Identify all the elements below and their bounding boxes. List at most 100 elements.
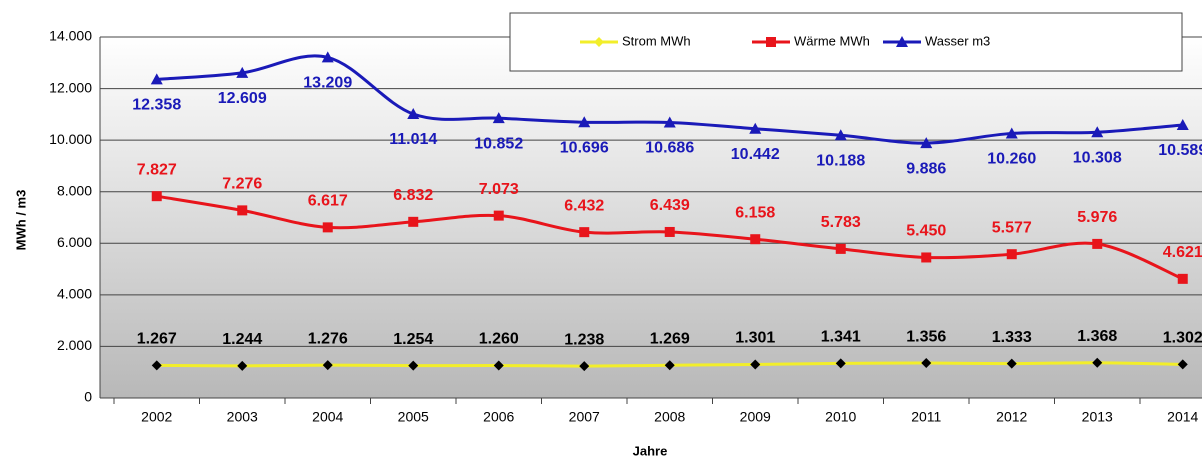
data-point <box>321 51 334 63</box>
data-label: 10.260 <box>987 151 1036 168</box>
data-point <box>578 116 591 128</box>
data-point <box>750 359 761 370</box>
data-label: 6.432 <box>564 197 604 214</box>
x-tick-label: 2002 <box>141 409 172 425</box>
data-label: 4.621 <box>1163 244 1202 261</box>
data-point <box>835 243 846 254</box>
y-tick-label: 8.000 <box>57 182 92 198</box>
data-label: 1.341 <box>821 329 861 346</box>
x-tick-label: 2004 <box>312 409 343 425</box>
data-label: 5.976 <box>1077 209 1117 226</box>
data-label: 1.269 <box>650 330 690 347</box>
legend-marker <box>594 37 604 47</box>
x-tick-label: 2003 <box>227 409 258 425</box>
data-label: 1.267 <box>137 331 177 348</box>
data-point <box>750 234 761 245</box>
data-label: 6.617 <box>308 193 348 210</box>
data-point <box>749 122 762 134</box>
legend-marker <box>896 36 908 47</box>
y-tick-label: 4.000 <box>57 286 92 302</box>
data-label: 5.577 <box>992 219 1032 236</box>
data-point <box>322 360 333 371</box>
data-label: 11.014 <box>389 131 437 148</box>
data-point <box>1005 127 1018 139</box>
data-label: 12.609 <box>218 90 267 107</box>
data-point <box>408 360 419 371</box>
data-point <box>236 66 249 78</box>
data-label: 1.276 <box>308 330 348 347</box>
data-label: 7.827 <box>137 161 177 178</box>
data-point <box>664 360 675 371</box>
data-label: 7.276 <box>222 176 262 193</box>
data-point <box>1091 126 1104 138</box>
data-point <box>151 191 162 202</box>
y-tick-label: 2.000 <box>57 337 92 353</box>
legend-label: Wasser m3 <box>925 33 990 48</box>
data-label: 1.244 <box>222 331 262 348</box>
data-label: 6.832 <box>393 187 433 204</box>
legend-label: Strom MWh <box>622 33 691 48</box>
data-point <box>1092 357 1103 368</box>
data-point <box>1177 359 1188 370</box>
y-tick-label: 10.000 <box>49 131 92 147</box>
x-tick-label: 2011 <box>911 409 941 425</box>
data-point <box>1177 273 1188 284</box>
x-tick-label: 2010 <box>825 409 856 425</box>
data-label: 6.439 <box>650 197 690 214</box>
data-point <box>921 358 932 369</box>
plot-area <box>100 37 1202 398</box>
data-point <box>150 73 163 85</box>
data-label: 1.238 <box>564 331 604 348</box>
x-tick-label: 2007 <box>569 409 600 425</box>
data-label: 1.301 <box>735 330 775 347</box>
data-label: 10.696 <box>560 139 609 156</box>
x-axis-title: Jahre <box>633 443 668 458</box>
y-axis-title: MWh / m3 <box>13 190 28 251</box>
x-tick-label: 2013 <box>1082 409 1113 425</box>
data-point <box>835 358 846 369</box>
data-point <box>493 210 504 221</box>
legend: Strom MWh Wärme MWh Wasser m3 <box>509 12 1183 72</box>
data-label: 9.886 <box>906 160 946 177</box>
data-label: 10.589 <box>1158 142 1202 159</box>
legend-marker <box>766 37 776 47</box>
data-label: 10.852 <box>474 135 523 152</box>
x-tick-label: 2008 <box>654 409 685 425</box>
data-label: 5.450 <box>906 223 946 240</box>
data-label: 5.783 <box>821 214 861 231</box>
data-label: 1.333 <box>992 329 1032 346</box>
data-point <box>1092 238 1103 249</box>
x-tick-label: 2006 <box>483 409 514 425</box>
data-label: 6.158 <box>735 204 775 221</box>
data-point <box>664 226 675 237</box>
data-point <box>322 222 333 233</box>
data-point <box>237 360 248 371</box>
data-point <box>408 216 419 227</box>
x-tick-label: 2005 <box>398 409 429 425</box>
y-tick-label: 14.000 <box>49 28 92 44</box>
data-point <box>579 361 590 372</box>
x-tick-label: 2014 <box>1167 409 1198 425</box>
data-point <box>579 227 590 238</box>
data-label: 10.188 <box>816 153 865 170</box>
data-label: 1.254 <box>393 331 433 348</box>
y-tick-label: 6.000 <box>57 234 92 250</box>
y-tick-label: 0 <box>84 389 92 405</box>
data-point <box>920 137 933 149</box>
data-point <box>834 129 847 141</box>
data-label: 1.356 <box>906 328 946 345</box>
data-label: 10.308 <box>1073 149 1122 166</box>
data-point <box>1006 249 1017 260</box>
legend-label: Wärme MWh <box>794 33 870 48</box>
data-label: 1.260 <box>479 331 519 348</box>
data-point <box>407 107 420 119</box>
data-label: 1.368 <box>1077 328 1117 345</box>
legend-box <box>509 12 1183 72</box>
x-tick-label: 2009 <box>740 409 771 425</box>
data-point <box>1006 358 1017 369</box>
data-label: 12.358 <box>132 97 181 114</box>
data-label: 10.686 <box>645 140 694 157</box>
data-point <box>237 205 248 216</box>
data-point <box>663 116 676 128</box>
